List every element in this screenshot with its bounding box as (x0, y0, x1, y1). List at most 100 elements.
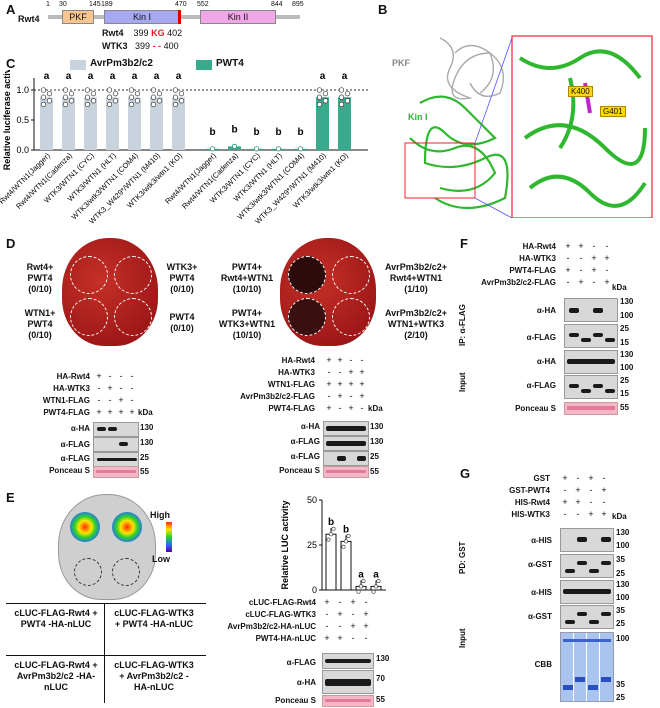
domain-kin-i: Kin I (104, 10, 180, 24)
bar-0-2 (84, 97, 97, 150)
align-wtk3: WTK3 399 - - 400 (102, 41, 179, 51)
d1signs-sign-0-0: + (96, 371, 102, 381)
g-row-2: HIS-Rwt4 (514, 498, 550, 507)
luc-spot-4 (112, 558, 140, 586)
d2signs-sign-1-1: - (338, 367, 342, 377)
letter-0-4: a (132, 71, 138, 82)
fsigns-sign-2-1: - (579, 265, 583, 275)
d1signs-sign-2-0: - (97, 395, 101, 405)
legend-label-avr: AvrPm3b2/c2 (90, 58, 153, 69)
panel-label-g: G (460, 466, 471, 481)
gsigns-sign-1-2: - (589, 485, 593, 495)
point-1-5-1 (322, 98, 329, 104)
domain-pkf: PKF (62, 10, 94, 24)
bar-1-6 (338, 97, 351, 150)
leaf1-spot-br (114, 298, 152, 336)
letter-0-2: a (88, 71, 94, 82)
g-kda-7: 25 (616, 619, 625, 628)
point-0-2-2 (84, 94, 91, 100)
esigns-sign-1-3: + (363, 609, 369, 619)
fsigns-sign-1-0: - (566, 253, 570, 263)
point-0-2-0 (84, 101, 91, 108)
point-0-5-1 (156, 98, 163, 104)
letter-1-6: a (342, 71, 348, 82)
point-0-3-3 (112, 90, 119, 97)
d2-ponceau (323, 466, 369, 478)
tick-844: 844 (271, 1, 283, 8)
esigns-sign-3-3: - (364, 633, 368, 643)
point-1-6-1 (344, 98, 351, 104)
d2signs-sign-2-0: + (326, 379, 332, 389)
f-ip-ha (564, 298, 618, 322)
d2-probe-3: Ponceau S (279, 466, 320, 475)
esigns-sign-2-2: + (350, 621, 356, 631)
bar-0-1 (62, 97, 75, 150)
d2-probe-2: α-FLAG (290, 452, 320, 461)
d1-blot-flag2 (93, 452, 139, 467)
e-probe-1: α-HA (296, 678, 316, 687)
luc-spot-2 (112, 512, 142, 542)
f-ip-flag (564, 324, 618, 348)
leaf2-label-tr: AvrPm3b2/c2+ Rwt4+WTN1 (1/10) (385, 262, 447, 294)
point-0-0-2 (40, 94, 47, 100)
luc-spot-1 (70, 512, 100, 542)
letter-1-4: b (297, 127, 303, 138)
esigns-sign-1-0: - (325, 609, 329, 619)
d2signs-sign-3-1: + (337, 391, 343, 401)
point-0-3-4 (106, 87, 113, 93)
d2signs-sign-1-0: - (327, 367, 331, 377)
e-y-tick-label-1: 25 (307, 540, 317, 550)
tick-470: 470 (175, 1, 187, 8)
point-0-6-0 (172, 101, 179, 108)
scale-high: High (150, 510, 170, 520)
gsigns-sign-0-2: + (588, 473, 594, 483)
gsigns-sign-2-0: + (562, 497, 568, 507)
g-kda-8: 100 (616, 634, 630, 643)
fsigns-sign-0-0: + (565, 241, 571, 251)
d1-blot-ha (93, 422, 139, 437)
f-row-1: HA-WTK3 (519, 254, 556, 263)
pkf-ribbon (439, 37, 504, 100)
f-in-ha (564, 350, 618, 374)
letter-0-5: a (154, 71, 160, 82)
y-tick-label-2: 1.0 (16, 85, 29, 95)
leaf1-spot-tl (70, 256, 108, 294)
esigns-sign-2-0: - (325, 621, 329, 631)
d2signs-sign-2-3: + (359, 379, 365, 389)
point-0-4-0 (128, 101, 135, 108)
e-blot-ha (322, 670, 374, 694)
point-1-5-0 (316, 101, 323, 108)
leaf2-spot-tl (288, 256, 326, 294)
d2signs-sign-2-2: + (348, 379, 354, 389)
fsigns-sign-0-3: - (605, 241, 609, 251)
table-cell-3: cLUC-FLAG-WTK3 + AvrPm3b2/c2 -HA-nLUC (114, 660, 194, 692)
d1signs-sign-2-3: - (130, 395, 134, 405)
table-cell-1: cLUC-FLAG-WTK3 + PWT4 -HA-nLUC (114, 608, 194, 629)
point-1-0-0 (209, 146, 216, 152)
d2-row-3: AvrPm3b2/c2-FLAG (240, 392, 315, 401)
fsigns-sign-0-1: + (578, 241, 584, 251)
point-0-5-4 (150, 87, 157, 93)
g-pd-label: PD: GST (458, 541, 467, 574)
esigns-sign-2-3: + (363, 621, 369, 631)
d1-kda-3: 55 (140, 467, 149, 476)
e-letter-2: a (358, 569, 364, 580)
e-point-0-0 (326, 537, 331, 542)
tick-1: 1 (46, 1, 50, 8)
leaf2-spot-br (332, 298, 370, 336)
gsigns-sign-3-2: + (588, 509, 594, 519)
g-kda-5: 100 (616, 593, 630, 602)
point-1-6-2 (338, 94, 345, 100)
point-0-5-2 (150, 94, 157, 100)
point-0-1-3 (68, 90, 75, 97)
point-0-5-3 (156, 90, 163, 97)
point-0-6-4 (172, 87, 179, 93)
esigns-sign-3-0: + (324, 633, 330, 643)
point-0-0-4 (40, 87, 47, 93)
gsigns-sign-2-2: - (589, 497, 593, 507)
bar-0-6 (172, 97, 185, 150)
f-kda-label: kDa (612, 283, 627, 292)
leaf1-label-tr: WTK3+ PWT4 (0/10) (166, 262, 198, 294)
d1signs-sign-0-3: - (130, 371, 134, 381)
label-g401: G401 (600, 106, 626, 117)
